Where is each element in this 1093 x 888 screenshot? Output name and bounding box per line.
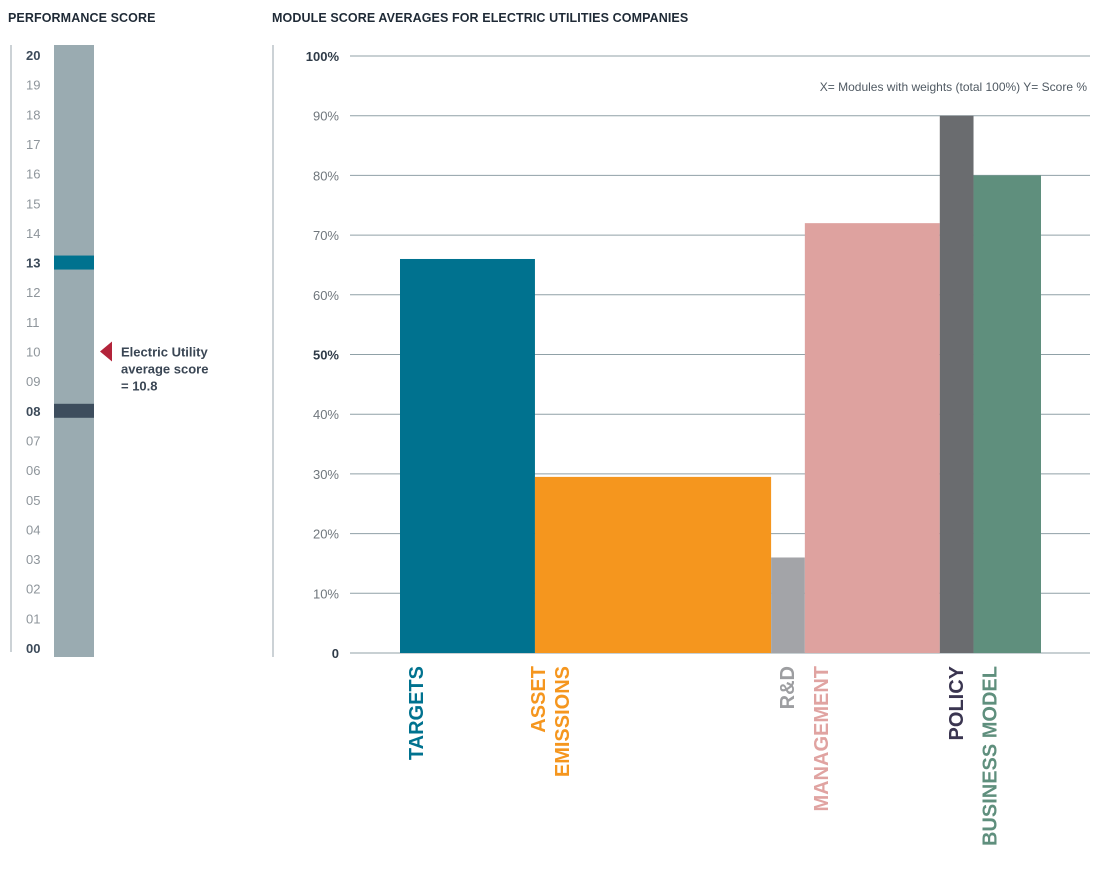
axis-note: X= Modules with weights (total 100%) Y= … — [820, 80, 1088, 94]
bar-management — [804, 223, 940, 653]
x-label-business-model: BUSINESS MODEL — [980, 666, 1002, 846]
bar-targets — [400, 258, 535, 653]
bar-policy — [939, 115, 974, 653]
score-tick-label: 05 — [26, 493, 40, 508]
score-tick-label: 11 — [26, 315, 40, 330]
score-tick-label: 16 — [26, 167, 40, 182]
score-tick-label: 04 — [26, 522, 40, 537]
average-score-label: average score — [121, 362, 208, 377]
chart-bars — [400, 115, 1041, 653]
chart-x-axis-labels: TARGETS ASSET EMISSIONS R&D MANAGEMENT POLICY… — [406, 665, 1002, 846]
score-tick-label: 12 — [26, 285, 40, 300]
bar-asset-emissions — [534, 476, 772, 653]
score-tick-label: 03 — [26, 552, 40, 567]
x-label-asset-emissions: ASSET EMISSIONS — [528, 666, 574, 777]
y-tick-label: 80% — [313, 168, 339, 183]
module-chart-title: MODULE SCORE AVERAGES FOR ELECTRIC UTILI… — [272, 11, 689, 25]
score-tick-label: 01 — [26, 611, 40, 626]
score-tick-label: 20 — [26, 48, 40, 63]
y-tick-label: 70% — [313, 228, 339, 243]
score-tick-label: 19 — [26, 78, 40, 93]
y-tick-label: 10% — [313, 586, 339, 601]
y-tick-label: 90% — [313, 109, 339, 124]
x-label-r-d: R&D — [777, 666, 799, 709]
performance-score-heading: PERFORMANCE SCORE — [8, 11, 156, 25]
score-tick-label: 18 — [26, 107, 40, 122]
score-marker-13 — [54, 255, 94, 270]
score-tick-label: 06 — [26, 463, 40, 478]
score-tick-label: 02 — [26, 582, 40, 597]
chart-y-axis: 0 10% 20% 30% 40% 50% 60% 70% 80% 90% 100% — [306, 49, 340, 661]
y-tick-label: 40% — [313, 407, 339, 422]
score-tick-label: 08 — [26, 404, 40, 419]
score-tick-label: 00 — [26, 641, 40, 656]
score-tick-label: 09 — [26, 374, 40, 389]
y-tick-label: 60% — [313, 288, 339, 303]
score-tick-label: 17 — [26, 137, 40, 152]
y-tick-label: 20% — [313, 527, 339, 542]
y-tick-label: 30% — [313, 467, 339, 482]
y-tick-label: 0 — [332, 646, 339, 661]
bar-r-d — [771, 557, 805, 653]
performance-score-panel: 20 19 18 17 16 15 14 13 12 11 10 09 08 07 06 05 04 03 02 01… — [10, 45, 208, 657]
average-score-label: Electric Utility — [121, 345, 208, 360]
score-scale-bar — [54, 45, 94, 657]
score-tick-label: 07 — [26, 433, 40, 448]
score-tick-label: 10 — [26, 345, 40, 360]
score-tick-label: 14 — [26, 226, 40, 241]
score-tick-label: 13 — [26, 256, 40, 271]
bar-business-model — [973, 175, 1041, 653]
x-label-management: MANAGEMENT — [811, 666, 833, 812]
score-tick-label: 15 — [26, 196, 40, 211]
x-label-targets: TARGETS — [406, 666, 428, 760]
average-pointer-icon — [100, 341, 112, 362]
average-score-label: = 10.8 — [121, 379, 158, 394]
y-tick-label: 100% — [306, 49, 340, 64]
x-label-policy: POLICY — [946, 665, 968, 740]
score-marker-8 — [54, 403, 94, 418]
y-tick-label: 50% — [313, 348, 339, 363]
